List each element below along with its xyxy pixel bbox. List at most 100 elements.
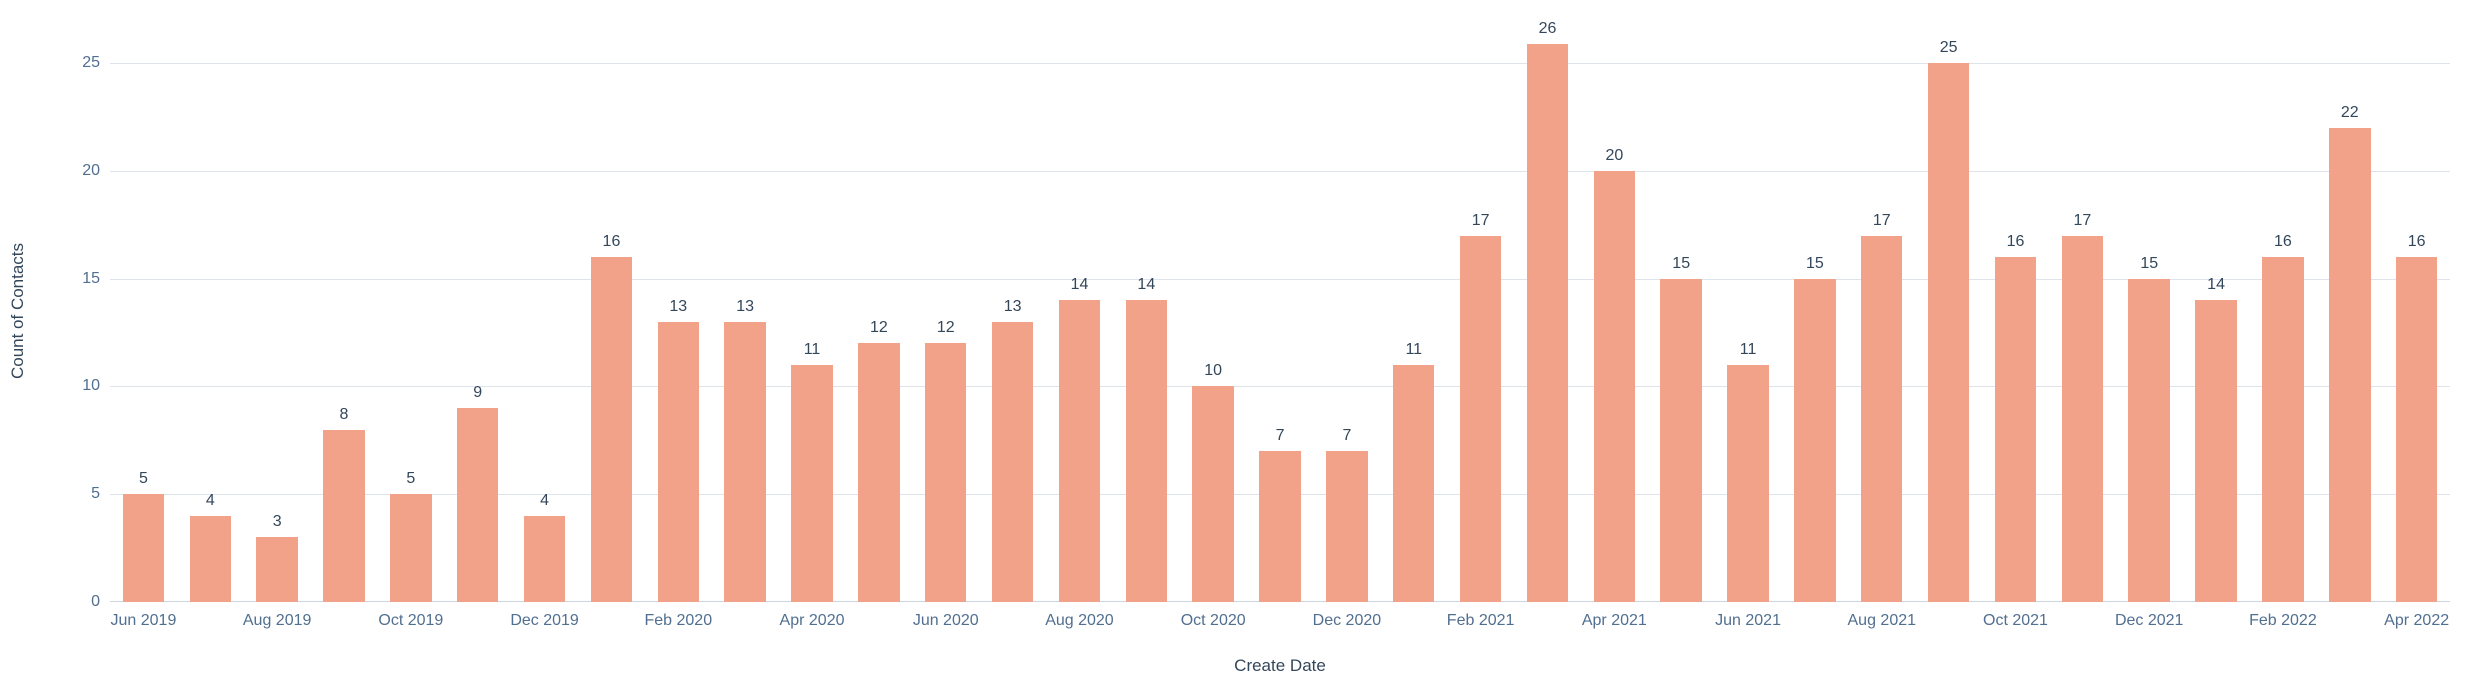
x-tick-label: Dec 2021 bbox=[2115, 612, 2184, 630]
x-axis-title: Create Date bbox=[1234, 656, 1326, 676]
bar-value-label: 15 bbox=[1672, 255, 1690, 273]
y-tick-label: 0 bbox=[91, 593, 110, 611]
bar[interactable] bbox=[2396, 257, 2437, 602]
bar-value-label: 15 bbox=[2140, 255, 2158, 273]
bar-value-label: 4 bbox=[206, 492, 215, 510]
bars-container: 5438594161313111212131414107711172620151… bbox=[110, 20, 2450, 602]
bar[interactable] bbox=[591, 257, 632, 602]
bar[interactable] bbox=[2062, 236, 2103, 602]
bar[interactable] bbox=[1727, 365, 1768, 602]
bar-slot: 13 bbox=[645, 20, 712, 602]
bar-slot: 12 bbox=[845, 20, 912, 602]
y-tick-label: 15 bbox=[82, 270, 110, 288]
bar-slot: 22 bbox=[2316, 20, 2383, 602]
bar[interactable] bbox=[1326, 451, 1367, 602]
bar[interactable] bbox=[1460, 236, 1501, 602]
bar-slot: 11 bbox=[779, 20, 846, 602]
bar-value-label: 17 bbox=[1873, 212, 1891, 230]
bar-slot: 4 bbox=[511, 20, 578, 602]
x-tick-label: Apr 2022 bbox=[2384, 612, 2449, 630]
bar-value-label: 8 bbox=[340, 406, 349, 424]
y-tick-label: 10 bbox=[82, 377, 110, 395]
bar[interactable] bbox=[1594, 171, 1635, 602]
bar[interactable] bbox=[1192, 386, 1233, 602]
bar-value-label: 9 bbox=[473, 384, 482, 402]
bar-value-label: 16 bbox=[2274, 233, 2292, 251]
bar[interactable] bbox=[190, 516, 231, 602]
bar[interactable] bbox=[1928, 63, 1969, 602]
bar-slot: 7 bbox=[1313, 20, 1380, 602]
x-tick-label: Feb 2020 bbox=[644, 612, 712, 630]
bar[interactable] bbox=[1995, 257, 2036, 602]
bar[interactable] bbox=[658, 322, 699, 602]
bar[interactable] bbox=[390, 494, 431, 602]
bar-value-label: 13 bbox=[1004, 298, 1022, 316]
bar[interactable] bbox=[2195, 300, 2236, 602]
bar-slot: 3 bbox=[244, 20, 311, 602]
bar-slot: 14 bbox=[1046, 20, 1113, 602]
bar-value-label: 17 bbox=[2073, 212, 2091, 230]
bar[interactable] bbox=[791, 365, 832, 602]
bar-slot: 17 bbox=[2049, 20, 2116, 602]
bar-slot: 16 bbox=[2250, 20, 2317, 602]
bar-value-label: 11 bbox=[804, 341, 821, 359]
bar-value-label: 16 bbox=[2007, 233, 2025, 251]
bar-slot: 11 bbox=[1715, 20, 1782, 602]
bar[interactable] bbox=[1527, 44, 1568, 602]
x-tick-label: Aug 2020 bbox=[1045, 612, 1114, 630]
bar-slot: 16 bbox=[2383, 20, 2450, 602]
bar[interactable] bbox=[1393, 365, 1434, 602]
bar-value-label: 12 bbox=[937, 319, 955, 337]
bar[interactable] bbox=[2329, 128, 2370, 602]
bar-value-label: 7 bbox=[1276, 427, 1285, 445]
bar[interactable] bbox=[992, 322, 1033, 602]
bar-slot: 17 bbox=[1447, 20, 1514, 602]
bar-slot: 8 bbox=[311, 20, 378, 602]
x-tick-label: Jun 2021 bbox=[1715, 612, 1781, 630]
bar-slot: 11 bbox=[1380, 20, 1447, 602]
bar[interactable] bbox=[1059, 300, 1100, 602]
bar-value-label: 5 bbox=[406, 470, 415, 488]
bar-value-label: 12 bbox=[870, 319, 888, 337]
y-axis-title: Count of Contacts bbox=[8, 243, 28, 379]
bar[interactable] bbox=[2128, 279, 2169, 602]
bar-slot: 17 bbox=[1848, 20, 1915, 602]
bar[interactable] bbox=[1861, 236, 1902, 602]
x-tick-label: Jun 2019 bbox=[111, 612, 177, 630]
bar-value-label: 3 bbox=[273, 513, 282, 531]
bar[interactable] bbox=[256, 537, 297, 602]
x-tick-label: Feb 2021 bbox=[1447, 612, 1515, 630]
bar-slot: 7 bbox=[1247, 20, 1314, 602]
bar-value-label: 15 bbox=[1806, 255, 1824, 273]
x-tick-label: Dec 2020 bbox=[1313, 612, 1382, 630]
bar[interactable] bbox=[2262, 257, 2303, 602]
bar-slot: 15 bbox=[2116, 20, 2183, 602]
bar[interactable] bbox=[323, 430, 364, 602]
x-tick-label: Feb 2022 bbox=[2249, 612, 2317, 630]
bar[interactable] bbox=[123, 494, 164, 602]
bar[interactable] bbox=[858, 343, 899, 602]
bar-slot: 10 bbox=[1180, 20, 1247, 602]
bar-slot: 16 bbox=[1982, 20, 2049, 602]
x-tick-label: Jun 2020 bbox=[913, 612, 979, 630]
bar-value-label: 7 bbox=[1342, 427, 1351, 445]
bar[interactable] bbox=[457, 408, 498, 602]
y-tick-label: 25 bbox=[82, 54, 110, 72]
bar-value-label: 4 bbox=[540, 492, 549, 510]
bar-value-label: 14 bbox=[2207, 276, 2225, 294]
bar-value-label: 14 bbox=[1071, 276, 1089, 294]
bar-slot: 16 bbox=[578, 20, 645, 602]
bar[interactable] bbox=[1126, 300, 1167, 602]
bar-value-label: 5 bbox=[139, 470, 148, 488]
bar[interactable] bbox=[524, 516, 565, 602]
bar[interactable] bbox=[724, 322, 765, 602]
x-tick-label: Oct 2019 bbox=[378, 612, 443, 630]
bar-value-label: 10 bbox=[1204, 362, 1222, 380]
bar-value-label: 13 bbox=[669, 298, 687, 316]
bar[interactable] bbox=[925, 343, 966, 602]
bar[interactable] bbox=[1660, 279, 1701, 602]
bar-value-label: 13 bbox=[736, 298, 754, 316]
bar-slot: 13 bbox=[712, 20, 779, 602]
bar[interactable] bbox=[1259, 451, 1300, 602]
bar[interactable] bbox=[1794, 279, 1835, 602]
